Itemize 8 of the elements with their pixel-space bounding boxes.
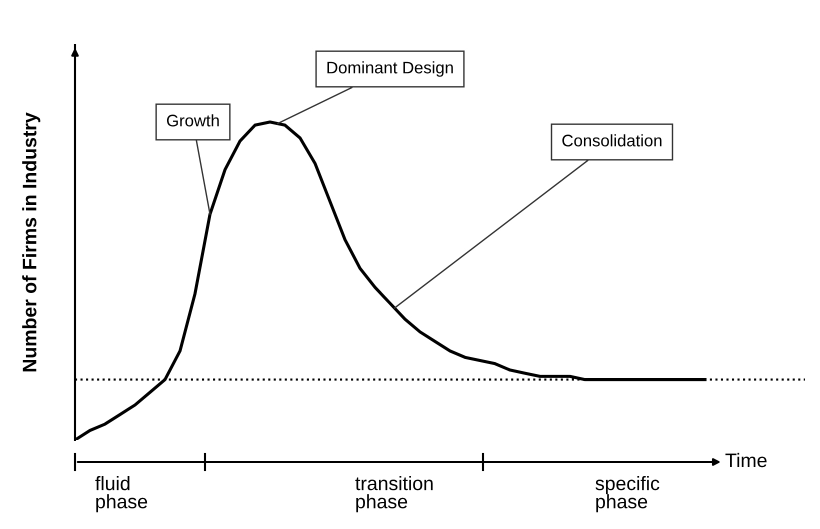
annotation: Growth: [166, 114, 219, 126]
y-axis-title: Number of Firms in Industry: [22, 112, 40, 372]
x-axis-title: Time: [725, 452, 767, 468]
text: specific phase: [596, 476, 660, 512]
annotation: Consolidation: [562, 134, 662, 146]
text: Dominant Design: [327, 61, 453, 77]
text: fluid phase: [95, 476, 148, 512]
text: transition phase: [355, 476, 433, 512]
